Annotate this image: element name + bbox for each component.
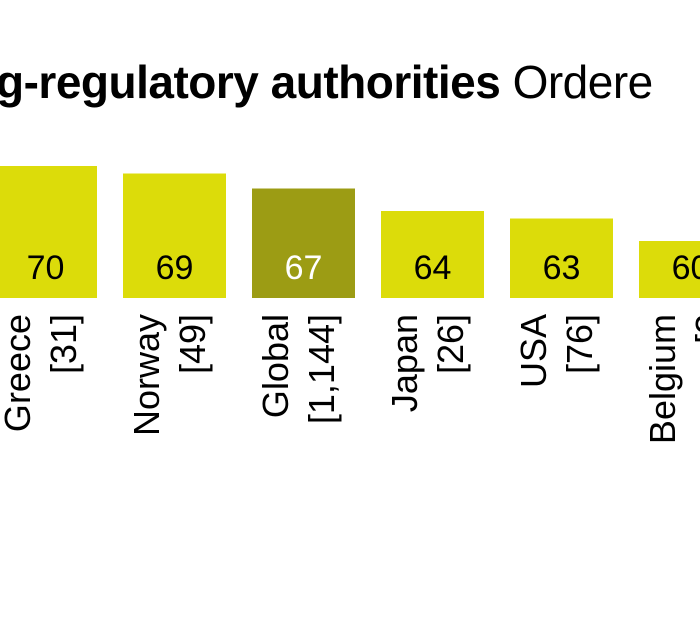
category-label-norway: Norway [49]	[126, 314, 213, 436]
value-label-greece: 70	[27, 249, 65, 287]
category-label-greece: Greece [31]	[0, 314, 84, 432]
category-sample-size: [76]	[559, 314, 600, 374]
chart-title: g-regulatory authorities Ordere	[0, 55, 653, 109]
category-label-usa: USA [76]	[513, 314, 600, 388]
value-label-japan: 64	[414, 249, 452, 287]
value-label-global: 67	[285, 249, 323, 287]
value-label-belgium: 60	[672, 249, 700, 287]
bars-layer	[0, 166, 700, 298]
category-sample-size: [2	[688, 314, 700, 344]
category-name: Belgium	[642, 314, 683, 444]
value-label-norway: 69	[156, 249, 194, 287]
bar-usa	[510, 218, 613, 298]
bar-japan	[381, 211, 484, 298]
category-label-global: Global [1,144]	[255, 314, 342, 424]
category-name: Japan	[384, 314, 425, 412]
chart-title-main: g-regulatory authorities	[0, 56, 501, 108]
category-sample-size: [31]	[43, 314, 84, 374]
category-name: Global	[255, 314, 296, 418]
bar-greece	[0, 166, 97, 298]
category-sample-size: [26]	[430, 314, 471, 374]
bar-global	[252, 188, 355, 298]
value-labels-layer: 70 69 67 64 63 60	[27, 249, 700, 287]
category-name: Norway	[126, 314, 167, 436]
category-sample-size: [49]	[172, 314, 213, 374]
category-label-belgium: Belgium [2	[642, 314, 700, 444]
category-name: Greece	[0, 314, 38, 432]
category-sample-size: [1,144]	[301, 314, 342, 424]
bar-belgium	[639, 241, 700, 298]
chart-title-subtitle: Ordere	[512, 56, 654, 108]
category-name: USA	[513, 314, 554, 388]
value-label-usa: 63	[543, 249, 581, 287]
category-labels-layer: Greece [31] Norway [49] Global [1,144] Japan [2…	[0, 314, 700, 444]
bar-norway	[123, 173, 226, 298]
category-label-japan: Japan [26]	[384, 314, 471, 412]
